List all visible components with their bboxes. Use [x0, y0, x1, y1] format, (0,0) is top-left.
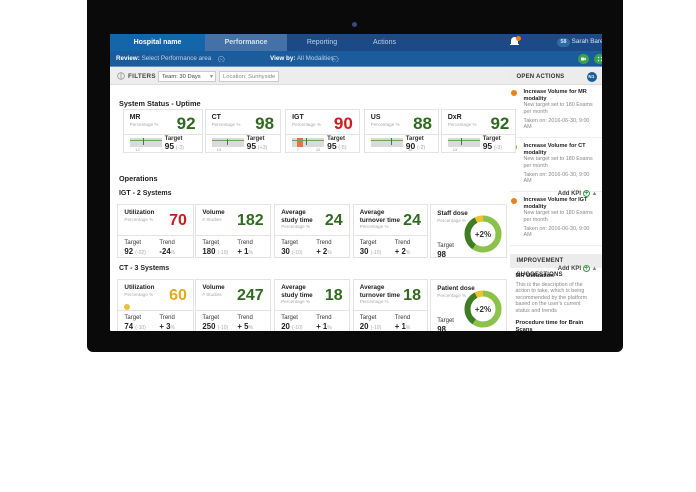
svg-text:+2%: +2% — [475, 230, 491, 239]
svg-text:+2%: +2% — [475, 305, 491, 314]
